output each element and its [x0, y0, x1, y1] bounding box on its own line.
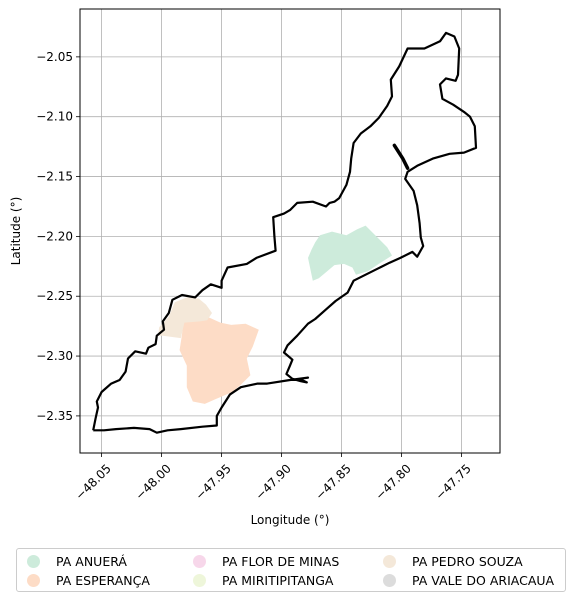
legend-marker [27, 555, 40, 568]
legend: PA ANUERÁ PA ESPERANÇA PA FLOR DE MINAS PA … [16, 548, 566, 592]
x-tick-label: −47.95 [193, 461, 234, 502]
legend-marker [193, 574, 206, 587]
legend-item: PA FLOR DE MINAS [193, 554, 339, 569]
y-tick-label: −2.25 [36, 289, 73, 303]
legend-item: PA ESPERANÇA [27, 573, 150, 588]
x-axis-label: Longitude (°) [251, 513, 330, 527]
legend-marker [193, 555, 206, 568]
legend-label: PA PEDRO SOUZA [412, 554, 523, 569]
y-tick-label: −2.10 [36, 110, 73, 124]
settlement-regions [158, 225, 392, 404]
boundary-line [92, 31, 478, 434]
y-tick-label: −2.05 [36, 50, 73, 64]
x-tick-label: −47.90 [253, 461, 294, 502]
x-tick-label: −47.80 [373, 461, 414, 502]
region-esperanca [179, 315, 259, 404]
legend-marker [383, 555, 396, 568]
legend-item: PA ANUERÁ [27, 554, 127, 569]
x-tick-label: −47.75 [433, 461, 474, 502]
x-tick-label: −48.00 [133, 461, 174, 502]
legend-label: PA VALE DO ARIACAUA [412, 573, 555, 588]
grid [80, 9, 500, 453]
legend-item: PA PEDRO SOUZA [383, 554, 523, 569]
legend-item: PA MIRITIPITANGA [193, 573, 333, 588]
x-tick-label: −47.85 [313, 461, 354, 502]
region-anuera [308, 225, 392, 281]
y-axis-label: Latitude (°) [9, 197, 23, 266]
municipality-boundary [92, 31, 478, 434]
legend-label: PA FLOR DE MINAS [222, 554, 340, 569]
y-tick-label: −2.30 [36, 349, 73, 363]
legend-label: PA MIRITIPITANGA [222, 573, 334, 588]
boundary-spur [392, 143, 410, 170]
axes-frame [79, 8, 501, 454]
x-tick-label: −48.05 [73, 461, 114, 502]
legend-item: PA VALE DO ARIACAUA [383, 573, 554, 588]
legend-label: PA ANUERÁ [56, 554, 127, 569]
legend-label: PA ESPERANÇA [56, 573, 150, 588]
y-tick-label: −2.20 [36, 229, 73, 243]
y-tick-label: −2.35 [36, 409, 73, 423]
region-pedro-souza [158, 297, 212, 339]
legend-marker [383, 574, 396, 587]
legend-marker [27, 574, 40, 587]
y-tick-label: −2.15 [36, 170, 73, 184]
